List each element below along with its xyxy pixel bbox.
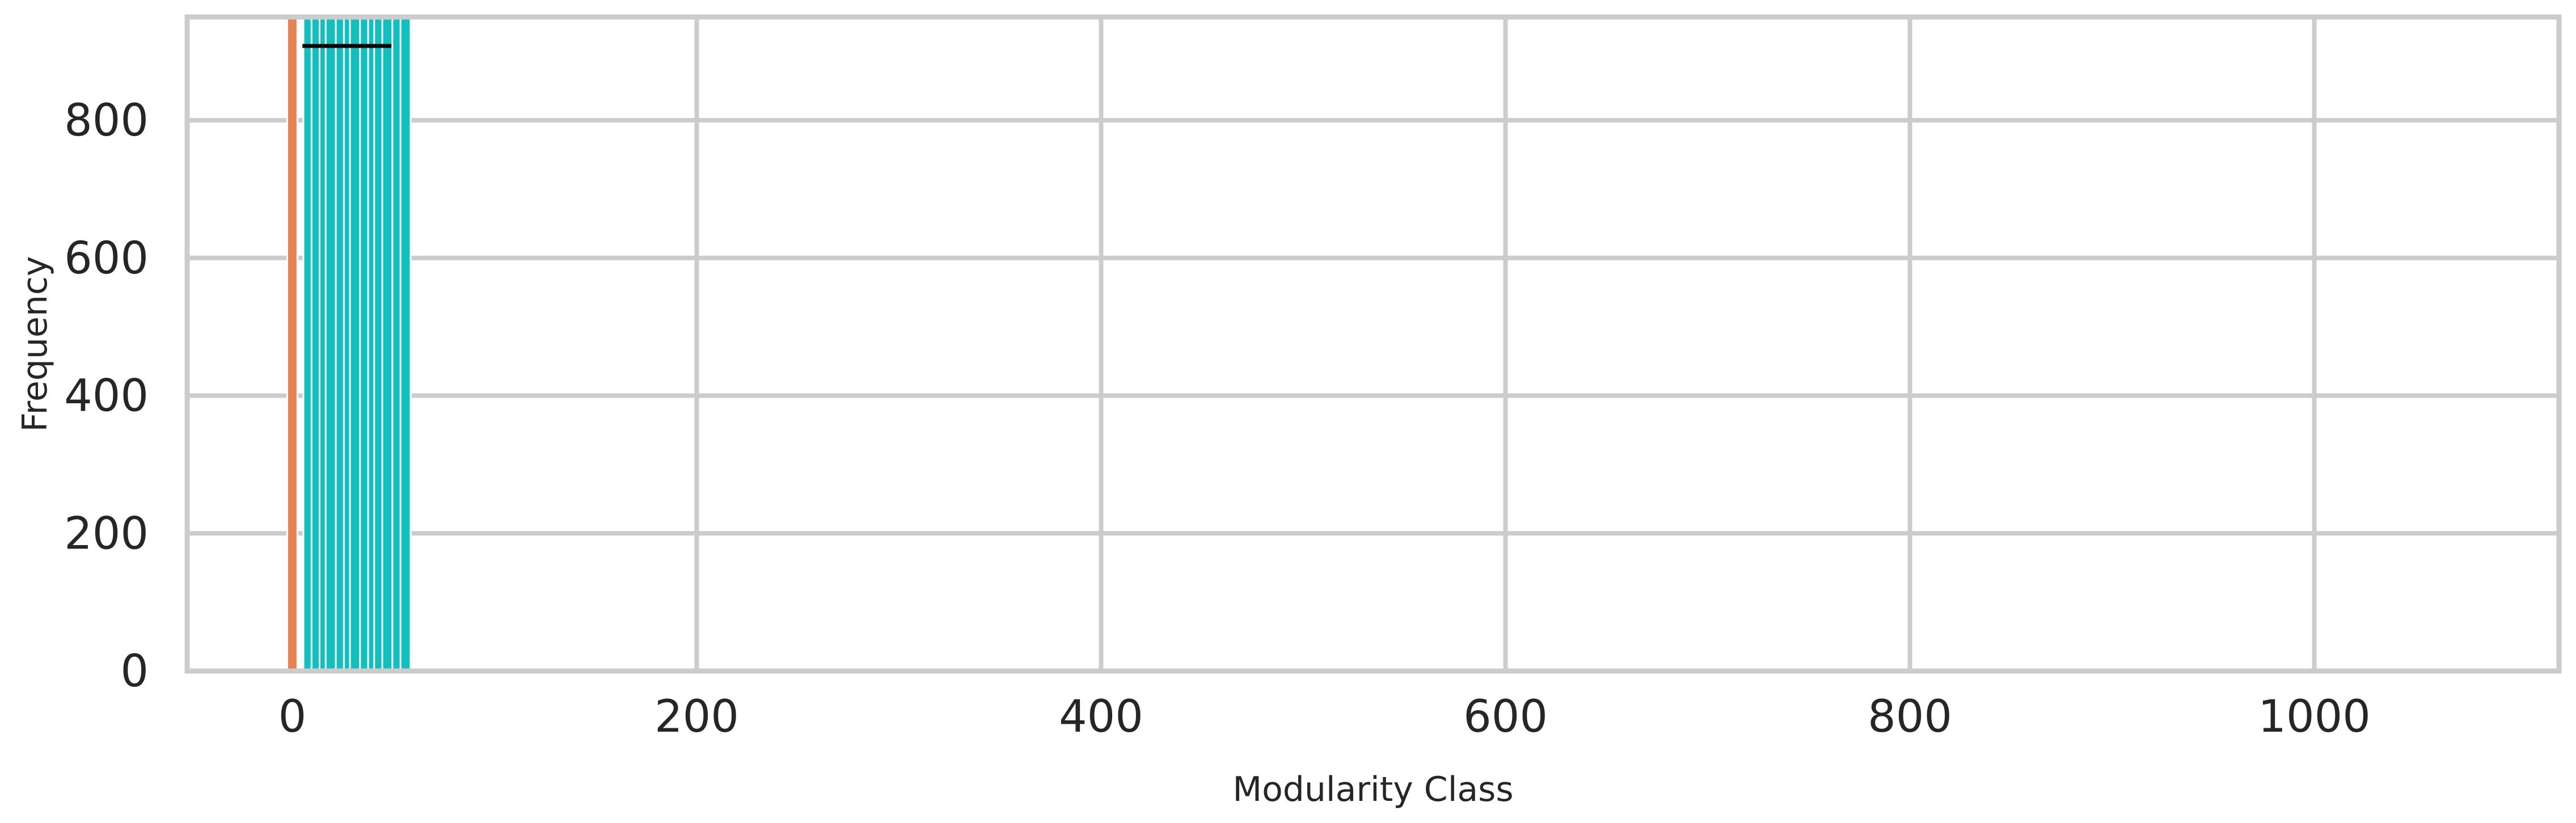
x-tick-label: 600: [1463, 691, 1548, 742]
y-tick-labels: 0 200 400 600 800: [64, 95, 149, 697]
y-tick-label: 0: [120, 646, 149, 697]
bar-1-12: [399, 16, 412, 672]
bar-1-10: [381, 16, 394, 672]
plot-frame: [184, 14, 2562, 674]
y-tick-label: 600: [64, 233, 149, 284]
bar-1-6: [349, 16, 361, 672]
y-axis-label: Frequency: [15, 256, 55, 432]
bar-1-3: [324, 16, 337, 672]
y-tick-label: 200: [64, 508, 149, 559]
x-tick-label: 1000: [2258, 691, 2371, 742]
x-tick-label: 0: [278, 691, 307, 742]
y-tick-label: 400: [64, 371, 149, 422]
y-tick-label: 800: [64, 95, 149, 146]
x-tick-label: 800: [1868, 691, 1952, 742]
x-tick-label: 200: [654, 691, 739, 742]
bar-0-0: [286, 16, 298, 672]
x-tick-label: 400: [1059, 691, 1143, 742]
x-axis-label: Modularity Class: [1232, 770, 1513, 809]
x-tick-labels: 0 200 400 600 800 1000: [278, 691, 2371, 742]
